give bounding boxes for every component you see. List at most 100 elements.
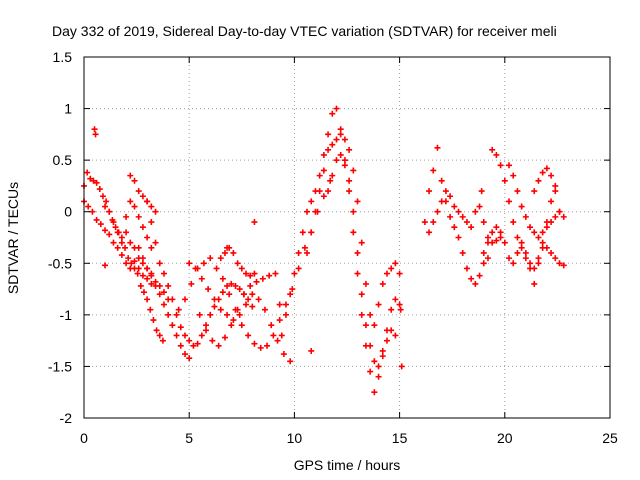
data-point [261,306,268,313]
data-point [379,280,386,287]
data-point [539,169,546,176]
data-point [430,219,437,226]
data-point [188,280,195,287]
data-point [236,311,243,318]
data-point [257,344,264,351]
data-point [245,296,252,303]
series-arc-11 [217,244,258,279]
data-point [316,172,323,179]
y-tick-label: 0 [64,204,72,220]
x-tick-label: 15 [392,430,408,446]
data-point [539,229,546,236]
data-point [308,198,315,205]
data-point [127,239,134,246]
data-point [371,322,378,329]
data-point [276,301,283,308]
data-point [358,291,365,298]
data-point [245,332,252,339]
data-point [152,239,159,246]
data-point [92,131,99,138]
data-point [156,332,163,339]
x-tick-label: 10 [287,430,303,446]
data-point [447,193,454,200]
data-point [106,208,113,215]
data-point [181,332,188,339]
data-point [426,229,433,236]
data-point [438,198,445,205]
data-point [139,224,146,231]
data-point [480,260,487,267]
series-arc-19 [506,162,567,241]
data-point [147,306,154,313]
data-point [148,219,155,226]
x-axis-label: GPS time / hours [294,457,401,473]
data-point [287,291,294,298]
data-point [196,311,203,318]
data-point [527,265,534,272]
data-point [118,239,125,246]
data-point [85,203,92,210]
data-point [367,342,374,349]
data-point [354,270,361,277]
data-point [455,208,462,215]
data-point [280,351,287,358]
data-point [371,358,378,365]
data-point [276,317,283,324]
data-point [282,301,289,308]
data-point [200,260,207,267]
y-tick-label: -1 [60,307,73,323]
data-point [148,203,155,210]
data-point [110,219,117,226]
data-point [177,342,184,349]
data-point [181,296,188,303]
data-point [226,291,233,298]
data-point [346,188,353,195]
data-point [480,219,487,226]
data-point [84,169,91,176]
data-point [325,188,332,195]
data-point [350,229,357,236]
y-tick-label: -1.5 [48,358,72,374]
data-point [238,265,245,272]
data-point [451,203,458,210]
data-point [392,332,399,339]
data-point [140,289,147,296]
data-point [329,110,336,117]
data-point [224,311,231,318]
data-point [278,332,285,339]
data-point [131,203,138,210]
data-point [114,244,121,251]
data-point [341,157,348,164]
data-point [396,270,403,277]
x-tick-label: 5 [185,430,193,446]
data-point [131,258,138,265]
data-point [346,146,353,153]
data-point [316,188,323,195]
data-point [249,303,256,310]
data-point [383,270,390,277]
data-point [476,203,483,210]
data-point [329,141,336,148]
data-point [543,244,550,251]
data-point [556,208,563,215]
series-arc-15 [421,144,491,287]
data-point [127,198,134,205]
y-tick-labels: 1.5 1 0.5 0 -0.5 -1 -1.5 -2 [48,49,72,426]
data-point [236,286,243,293]
data-point [274,337,281,344]
data-point [350,208,357,215]
data-point [320,167,327,174]
data-point [392,296,399,303]
data-point [186,337,193,344]
x-tick-label: 25 [602,430,618,446]
data-point [181,351,188,358]
data-point [150,317,157,324]
data-point [397,306,404,313]
data-point [430,167,437,174]
data-point [144,234,151,241]
data-point [268,322,275,329]
data-point [175,306,182,313]
data-point [337,131,344,138]
data-point [190,342,197,349]
x-tick-labels: 0 5 10 15 20 25 [80,430,618,446]
